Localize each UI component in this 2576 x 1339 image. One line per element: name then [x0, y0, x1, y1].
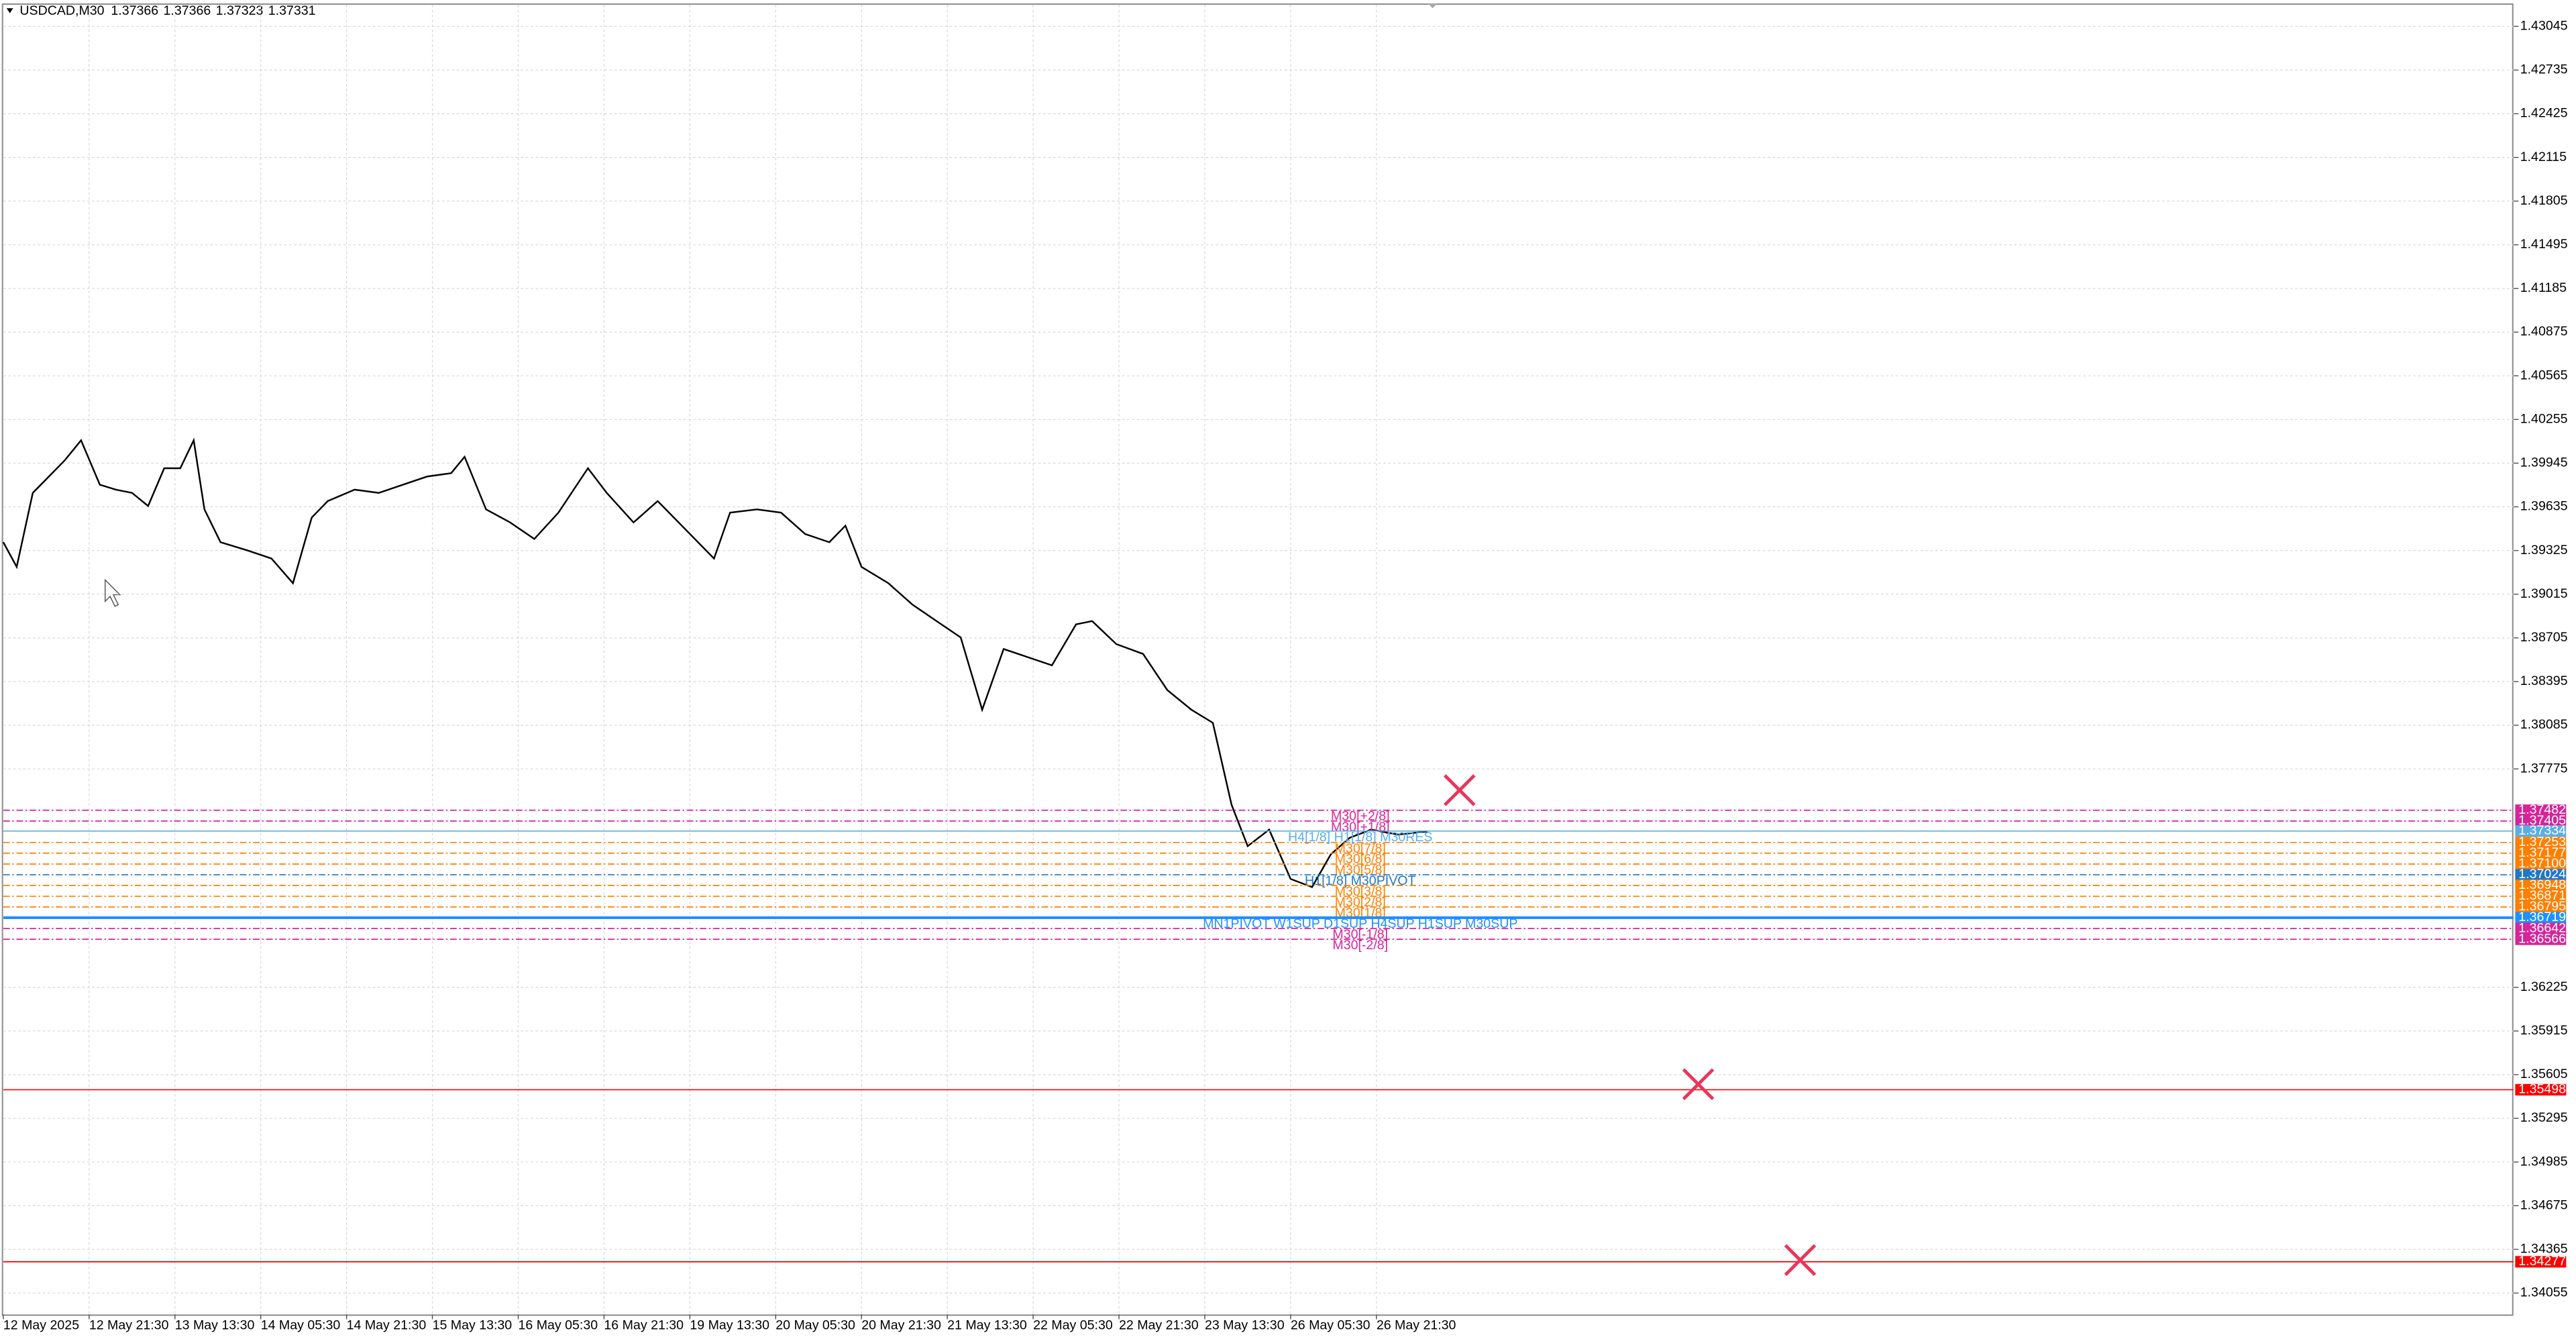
level-price-box [2515, 901, 2567, 913]
level-price-label: 1.36719 [2518, 910, 2566, 924]
level-price-label: 1.36948 [2518, 877, 2566, 892]
y-tick-label: 1.42735 [2520, 62, 2568, 77]
level-name: M30[-1/8] [1332, 927, 1388, 942]
level-price-label: 1.37177 [2518, 845, 2566, 860]
x-tick-label: 16 May 05:30 [518, 1318, 598, 1333]
y-tick-label: 1.43045 [2520, 18, 2568, 33]
x-tick-label: 22 May 05:30 [1033, 1318, 1113, 1333]
level-name: M30[7/8] [1335, 841, 1386, 856]
x-tick-label: 12 May 2025 [3, 1318, 79, 1333]
level-price-label: 1.36566 [2518, 931, 2566, 946]
level-price-box [2515, 837, 2567, 849]
level-price-box [2515, 1256, 2567, 1268]
level-price-box [2515, 879, 2567, 892]
level-name: M30[3/8] [1335, 884, 1386, 899]
x-tick-label: 15 May 13:30 [433, 1318, 513, 1333]
level-name: M30[5/8] [1335, 863, 1386, 877]
y-tick-label: 1.41495 [2520, 237, 2568, 252]
y-tick-label: 1.42115 [2520, 150, 2567, 164]
level-price-box [2515, 922, 2567, 934]
y-tick-label: 1.35915 [2520, 1023, 2568, 1038]
menu-arrow[interactable] [6, 8, 13, 13]
x-tick-label: 21 May 13:30 [947, 1318, 1027, 1333]
y-tick-label: 1.38705 [2520, 630, 2568, 645]
level-name: H4[1/8] H1[1/8] M30RES [1288, 830, 1432, 845]
x-tick-label: 26 May 05:30 [1291, 1318, 1371, 1333]
level-name: M30[+2/8] [1331, 809, 1390, 824]
x-tick-label: 22 May 21:30 [1119, 1318, 1199, 1333]
level-price-box [2515, 825, 2567, 837]
y-tick-label: 1.39325 [2520, 543, 2568, 557]
level-price-label: 1.37024 [2518, 867, 2566, 881]
x-tick-label: 23 May 13:30 [1205, 1318, 1285, 1333]
y-tick-label: 1.39015 [2520, 586, 2568, 601]
level-price-label: 1.35498 [2518, 1082, 2566, 1097]
level-price-box [2515, 890, 2567, 902]
y-tick-label: 1.41185 [2520, 280, 2567, 295]
y-tick-label: 1.39635 [2520, 499, 2568, 514]
target-cross [1443, 774, 1476, 806]
y-tick-label: 1.38085 [2520, 717, 2568, 732]
level-name: M30[2/8] [1335, 895, 1386, 910]
level-name: H1[1/8] M30PIVOT [1305, 873, 1415, 888]
y-tick-label: 1.34675 [2520, 1197, 2568, 1212]
level-price-box [2515, 1083, 2567, 1096]
y-tick-label: 1.38395 [2520, 674, 2568, 688]
level-price-box [2515, 804, 2567, 816]
y-tick-label: 1.34365 [2520, 1242, 2568, 1256]
x-tick-label: 16 May 21:30 [604, 1318, 684, 1333]
level-price-box [2515, 815, 2567, 827]
level-price-label: 1.37253 [2518, 835, 2566, 849]
x-tick-label: 14 May 21:30 [347, 1318, 427, 1333]
y-tick-label: 1.40565 [2520, 368, 2568, 382]
target-cross [1784, 1244, 1817, 1277]
y-tick-label: 1.34055 [2520, 1285, 2568, 1300]
price-line [2, 437, 1428, 888]
plot-frame [1, 3, 2514, 1316]
level-price-label: 1.34277 [2518, 1254, 2566, 1269]
y-tick-label: 1.34985 [2520, 1154, 2568, 1169]
x-tick-label: 12 May 21:30 [89, 1318, 169, 1333]
level-price-label: 1.36795 [2518, 899, 2566, 914]
x-tick-label: 13 May 13:30 [175, 1318, 255, 1333]
level-price-box [2515, 847, 2567, 859]
level-price-box [2515, 869, 2567, 881]
level-name: M30[-2/8] [1332, 938, 1388, 953]
level-price-label: 1.37334 [2518, 823, 2566, 838]
level-price-label: 1.37482 [2518, 802, 2566, 817]
level-price-label: 1.36642 [2518, 920, 2566, 935]
y-tick-label: 1.36225 [2520, 979, 2568, 994]
y-tick-label: 1.37775 [2520, 761, 2568, 775]
level-name: M30[6/8] [1335, 852, 1386, 867]
y-tick-label: 1.39945 [2520, 456, 2568, 470]
x-tick-label: 26 May 21:30 [1377, 1318, 1456, 1333]
chart-header: USDCAD,M30 1.37366 1.37366 1.37323 1.37331 [19, 3, 315, 18]
cursor [105, 578, 121, 607]
level-price-box [2515, 933, 2567, 945]
x-tick-label: 19 May 13:30 [690, 1318, 769, 1333]
level-price-label: 1.37100 [2518, 856, 2566, 871]
y-tick-label: 1.41805 [2520, 193, 2568, 208]
y-tick-label: 1.35295 [2520, 1110, 2568, 1125]
x-tick-label: 20 May 05:30 [775, 1318, 855, 1333]
shift-marker [1428, 3, 1438, 9]
level-price-box [2515, 858, 2567, 870]
y-tick-label: 1.40255 [2520, 411, 2568, 426]
y-tick-label: 1.42425 [2520, 106, 2568, 121]
level-name: MN1PIVOT W1SUP D1SUP H4SUP H1SUP M30SUP [1203, 916, 1517, 931]
level-price-box [2515, 912, 2567, 924]
level-price-label: 1.37405 [2518, 813, 2566, 828]
x-tick-label: 14 May 05:30 [261, 1318, 341, 1333]
target-cross [1682, 1068, 1715, 1101]
y-tick-label: 1.35605 [2520, 1067, 2568, 1081]
level-price-label: 1.36871 [2518, 888, 2566, 903]
y-tick-label: 1.40875 [2520, 324, 2568, 339]
x-tick-label: 20 May 21:30 [861, 1318, 941, 1333]
